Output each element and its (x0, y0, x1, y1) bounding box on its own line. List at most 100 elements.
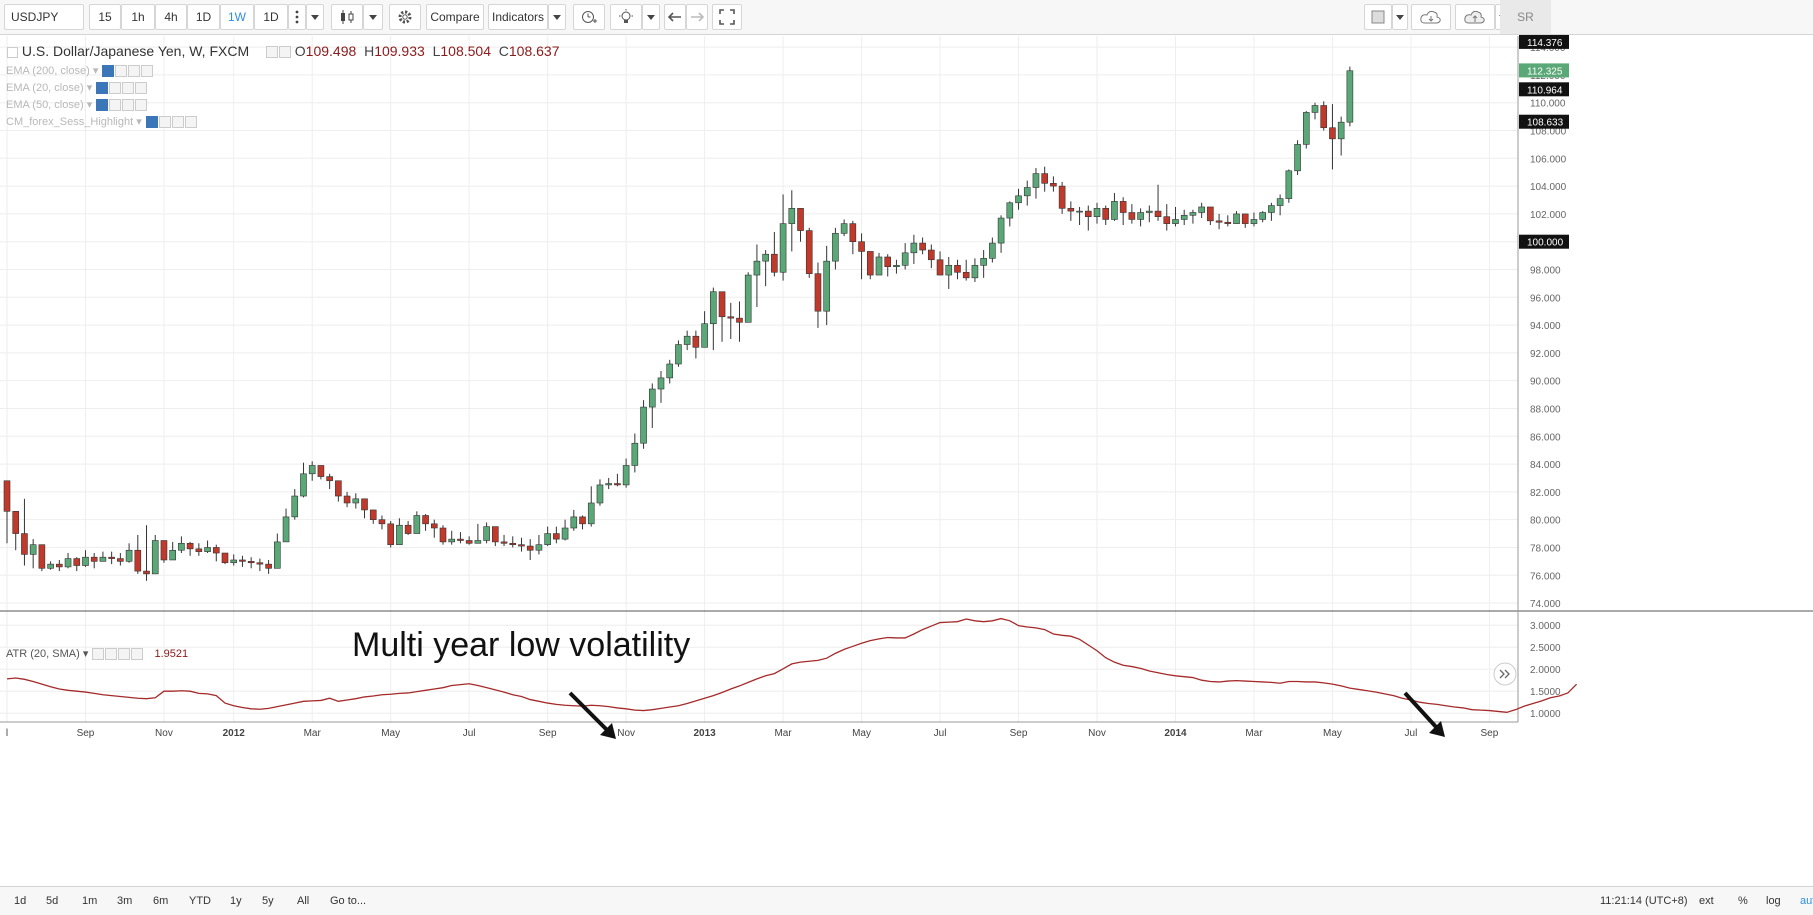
ema200-close-icon[interactable] (141, 65, 154, 78)
legend-eye-icon[interactable] (265, 46, 278, 59)
price-tick-label: 80.000 (1530, 516, 1561, 527)
legend-settings-icon[interactable] (278, 46, 291, 59)
layout-square-icon[interactable] (1364, 4, 1392, 30)
range-1y-button[interactable]: 1y (230, 895, 242, 907)
alert-clock-icon[interactable] (573, 4, 605, 30)
ema50-eye-icon[interactable] (96, 99, 109, 112)
indicators-dropdown-icon[interactable] (548, 4, 566, 30)
ema50-add-icon[interactable] (122, 99, 135, 112)
indicator-ema-200[interactable]: EMA (200, close) ▾ (6, 64, 154, 78)
ema50-close-icon[interactable] (135, 99, 148, 112)
candles-chart-type-icon[interactable] (331, 4, 363, 30)
interval-4h-button[interactable]: 4h (155, 4, 187, 30)
ohlc-values: O109.498 H109.933 L108.504 C108.637 (294, 43, 560, 59)
ema200-eye-icon[interactable] (102, 65, 115, 78)
range-1m-button[interactable]: 1m (82, 895, 98, 907)
range-5d-button[interactable]: 5d (46, 895, 59, 907)
ema20-close-icon[interactable] (135, 82, 148, 95)
price-chart-area[interactable]: 74.000 76.000 78.000 80.000 82.000 84.000 86.0… (0, 35, 1813, 886)
candle-body (832, 233, 839, 262)
candle-body (1215, 220, 1223, 223)
ideas-dropdown-icon[interactable] (642, 4, 660, 30)
candle-body (230, 559, 238, 564)
goto-date-button[interactable]: Go to... (330, 895, 367, 907)
atr-add-icon[interactable] (118, 648, 131, 661)
candle-body (1233, 213, 1240, 224)
interval-15-button[interactable]: 15 (89, 4, 121, 30)
candle-body (718, 291, 726, 318)
candle-body (1119, 201, 1127, 213)
redo-icon[interactable] (686, 4, 708, 30)
candle-body (474, 540, 482, 544)
time-tick-label: May (381, 728, 400, 739)
candle-body (936, 259, 944, 276)
more-intervals-icon[interactable] (288, 4, 306, 30)
interval-1d-custom-button[interactable]: 1D (254, 4, 288, 30)
price-tick-label: 104.000 (1530, 182, 1567, 193)
range-6m-button[interactable]: 6m (153, 895, 169, 907)
session-add-icon[interactable] (171, 116, 184, 129)
session-eye-icon[interactable] (145, 116, 158, 129)
range-3m-button[interactable]: 3m (117, 895, 133, 907)
save-cloud-icon[interactable] (1455, 4, 1495, 30)
candle-body (666, 363, 674, 379)
undo-icon[interactable] (664, 4, 686, 30)
candle-body (640, 406, 647, 444)
auto-scale-toggle[interactable]: auto (1800, 895, 1813, 907)
interval-1w-button[interactable]: 1W (220, 4, 254, 30)
symbol-search-input[interactable]: USDJPY (4, 4, 84, 30)
candle-body (239, 559, 246, 562)
ema20-eye-icon[interactable] (96, 82, 109, 95)
range-5y-button[interactable]: 5y (262, 895, 274, 907)
session-close-icon[interactable] (184, 116, 197, 129)
log-scale-toggle[interactable]: log (1766, 895, 1781, 907)
chart-type-dropdown-icon[interactable] (363, 4, 383, 30)
ema200-settings-icon[interactable] (115, 65, 128, 78)
ideas-lightbulb-icon[interactable] (610, 4, 642, 30)
user-avatar[interactable]: SR (1500, 0, 1551, 34)
time-tick-label: 2014 (1164, 728, 1187, 739)
candle-body (1302, 112, 1310, 145)
ext-hours-toggle[interactable]: ext (1699, 895, 1714, 907)
session-settings-icon[interactable] (158, 116, 171, 129)
price-axis: 74.000 76.000 78.000 80.000 82.000 84.000 86.0… (1519, 35, 1569, 720)
fullscreen-icon[interactable] (712, 4, 742, 30)
range-all-button[interactable]: All (297, 895, 310, 907)
atr-close-icon[interactable] (131, 648, 144, 661)
ema20-settings-icon[interactable] (109, 82, 122, 95)
candle-body (561, 527, 569, 540)
interval-1d-button[interactable]: 1D (187, 4, 220, 30)
indicator-ema-50[interactable]: EMA (50, close) ▾ (6, 98, 148, 112)
candle-body (12, 511, 20, 534)
candle-body (1207, 206, 1214, 222)
price-tick-label: 76.000 (1530, 571, 1561, 582)
indicators-button[interactable]: Indicators (488, 4, 548, 30)
candle-body (614, 483, 621, 486)
candle-body (195, 548, 203, 552)
time-tick-label: Mar (774, 728, 792, 739)
interval-1h-button[interactable]: 1h (121, 4, 155, 30)
indicator-session-highlight[interactable]: CM_forex_Sess_Highlight ▾ (6, 115, 197, 129)
range-ytd-button[interactable]: YTD (189, 895, 211, 907)
atr-tick-label: 1.5000 (1530, 687, 1561, 698)
candle-body (1128, 212, 1136, 220)
settings-gear-icon[interactable] (389, 4, 421, 30)
compare-button[interactable]: Compare (426, 4, 484, 30)
interval-dropdown-icon[interactable] (306, 4, 324, 30)
atr-settings-icon[interactable] (105, 648, 118, 661)
percent-scale-toggle[interactable]: % (1738, 895, 1748, 907)
price-tag-box (1519, 63, 1569, 78)
indicator-ema-20[interactable]: EMA (20, close) ▾ (6, 81, 148, 95)
range-1d-button[interactable]: 1d (14, 895, 27, 907)
candle-body (1337, 121, 1345, 140)
collapse-legend-icon[interactable] (7, 46, 18, 58)
ema200-add-icon[interactable] (128, 65, 141, 78)
price-tick-label: 96.000 (1530, 293, 1561, 304)
load-cloud-icon[interactable] (1411, 4, 1451, 30)
atr-eye-icon[interactable] (92, 648, 105, 661)
ema50-settings-icon[interactable] (109, 99, 122, 112)
candle-body (29, 544, 37, 555)
clock-timezone[interactable]: 11:21:14 (UTC+8) (1600, 895, 1688, 907)
ema20-add-icon[interactable] (122, 82, 135, 95)
layout-dropdown-icon[interactable] (1392, 4, 1408, 30)
